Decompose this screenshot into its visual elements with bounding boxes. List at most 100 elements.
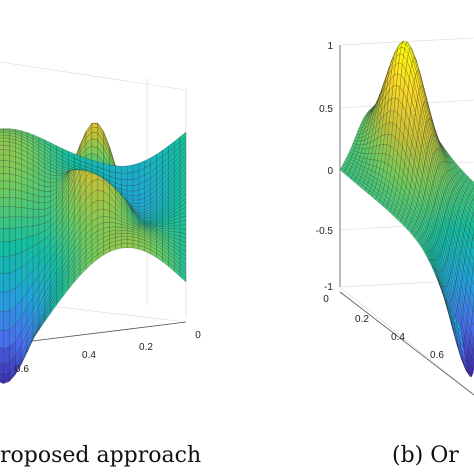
left-surface-patch bbox=[174, 228, 181, 233]
left-surface-patch bbox=[3, 228, 10, 242]
left-surface-patch bbox=[27, 207, 34, 218]
left-surface-patch bbox=[15, 197, 22, 208]
left-surface-patch bbox=[9, 173, 16, 183]
left-x-tick: 0.4 bbox=[82, 350, 96, 361]
left-surface-patch bbox=[0, 173, 4, 182]
right-caption: (b) Or bbox=[392, 443, 459, 468]
left-surface-patch bbox=[9, 197, 16, 207]
left-surface-patch bbox=[127, 185, 134, 192]
left-surface-patch bbox=[32, 224, 40, 236]
left-surface-patch bbox=[0, 149, 4, 156]
left-surface-patch bbox=[0, 241, 4, 258]
left-surface-patch bbox=[3, 272, 10, 293]
left-surface-patch bbox=[0, 132, 4, 136]
right-z-tick: -1 bbox=[324, 282, 333, 293]
left-surface-patch bbox=[121, 233, 128, 237]
right-surface-patch bbox=[471, 348, 474, 361]
left-surface-patch bbox=[38, 215, 45, 226]
right-x-tick: 0 bbox=[323, 294, 329, 305]
left-surface-patch bbox=[0, 188, 4, 198]
left-surface-patch bbox=[3, 255, 10, 274]
left-surface-patch bbox=[3, 206, 10, 218]
left-caption: roposed approach bbox=[0, 443, 201, 468]
left-surface-patch bbox=[9, 216, 16, 229]
left-surface-patch bbox=[3, 160, 10, 168]
left-surface-patch bbox=[0, 180, 4, 190]
left-surface-patch bbox=[0, 166, 4, 174]
right-surface-patch bbox=[471, 187, 474, 193]
left-surface-patch bbox=[44, 191, 51, 198]
left-x-ticks: 0.6 0.4 0.2 0 bbox=[15, 330, 201, 375]
left-surface-patch bbox=[115, 230, 122, 234]
left-surface-patch bbox=[0, 291, 4, 312]
left-surface-patch bbox=[15, 238, 22, 255]
left-surface-patch bbox=[115, 172, 122, 180]
right-z-tick: 0 bbox=[327, 166, 333, 177]
left-surface-patch bbox=[3, 144, 10, 151]
left-surface-patch bbox=[21, 237, 28, 253]
left-surface-patch bbox=[32, 208, 40, 218]
right-x-tick: 0.2 bbox=[355, 314, 369, 325]
left-surface-patch bbox=[3, 346, 10, 364]
left-surface-patch bbox=[9, 180, 16, 190]
left-surface-patch bbox=[3, 216, 10, 229]
left-surface-patch bbox=[0, 154, 4, 161]
left-surface-patch bbox=[9, 206, 16, 217]
left-surface-patch bbox=[9, 188, 16, 199]
left-surface-patch bbox=[3, 241, 10, 258]
right-z-ticks: 1 0.5 0 -0.5 -1 bbox=[316, 41, 334, 293]
left-surface-patch bbox=[97, 189, 104, 201]
panel-left-surface: 0.6 0.4 0.2 0 roposed approach bbox=[0, 61, 201, 468]
left-surface-patch bbox=[0, 216, 4, 229]
left-surface-patch bbox=[3, 290, 10, 312]
left-surface-patch bbox=[0, 128, 4, 130]
left-surface-patch bbox=[121, 165, 128, 174]
left-x-tick: 0.2 bbox=[139, 342, 153, 353]
left-surface-patch bbox=[3, 128, 10, 130]
left-surface-patch bbox=[121, 179, 128, 187]
left-surface-patch bbox=[103, 222, 110, 229]
left-surface-patch bbox=[3, 173, 10, 182]
left-surface-patch bbox=[179, 228, 187, 234]
left-surface-patch bbox=[3, 154, 10, 162]
left-surface-patch bbox=[109, 164, 116, 173]
left-surface-patch bbox=[3, 166, 10, 174]
left-surface-patch bbox=[0, 273, 4, 293]
right-surface-patch bbox=[471, 269, 474, 286]
left-surface-patch bbox=[97, 208, 104, 218]
left-surface-patch bbox=[27, 225, 34, 238]
left-surface-patch bbox=[32, 201, 40, 210]
left-surface-patch bbox=[0, 160, 4, 168]
left-surface-patch bbox=[3, 309, 10, 332]
left-surface-patch bbox=[3, 180, 10, 190]
left-surface-patch bbox=[21, 198, 28, 209]
left-surface-patch bbox=[38, 209, 45, 218]
left-surface-patch bbox=[9, 240, 16, 257]
left-surface-patch bbox=[9, 254, 16, 274]
left-surface-patch bbox=[15, 227, 22, 241]
right-x-ticks: 0 0.2 0.4 0.6 bbox=[323, 294, 444, 361]
left-surface-patch bbox=[132, 199, 140, 204]
left-surface-patch bbox=[127, 172, 134, 181]
left-surface-patch bbox=[127, 179, 134, 186]
left-surface-patch bbox=[103, 216, 110, 223]
left-surface-patch bbox=[121, 173, 128, 181]
left-surface-patch bbox=[32, 216, 40, 227]
panel-right-surface: 1 0.5 0 -0.5 -1 0 0.2 0.4 0.6 (b) Or bbox=[316, 37, 474, 468]
left-surface-patch bbox=[127, 190, 134, 197]
left-surface-patch bbox=[3, 149, 10, 156]
left-surface-patch bbox=[15, 189, 22, 200]
right-surface-patch bbox=[471, 236, 474, 250]
left-surface-patch bbox=[121, 239, 128, 244]
left-surface-patch bbox=[9, 270, 16, 292]
right-surface-patch bbox=[471, 198, 474, 206]
left-surface-patch bbox=[97, 200, 104, 210]
left-surface-patch bbox=[3, 361, 10, 375]
left-surface-patch bbox=[0, 329, 4, 349]
left-surface-patch bbox=[3, 329, 10, 349]
right-z-tick: 1 bbox=[327, 41, 333, 52]
left-surface-patch bbox=[15, 216, 22, 228]
left-surface-patch bbox=[127, 243, 134, 249]
left-surface-patch bbox=[0, 256, 4, 274]
